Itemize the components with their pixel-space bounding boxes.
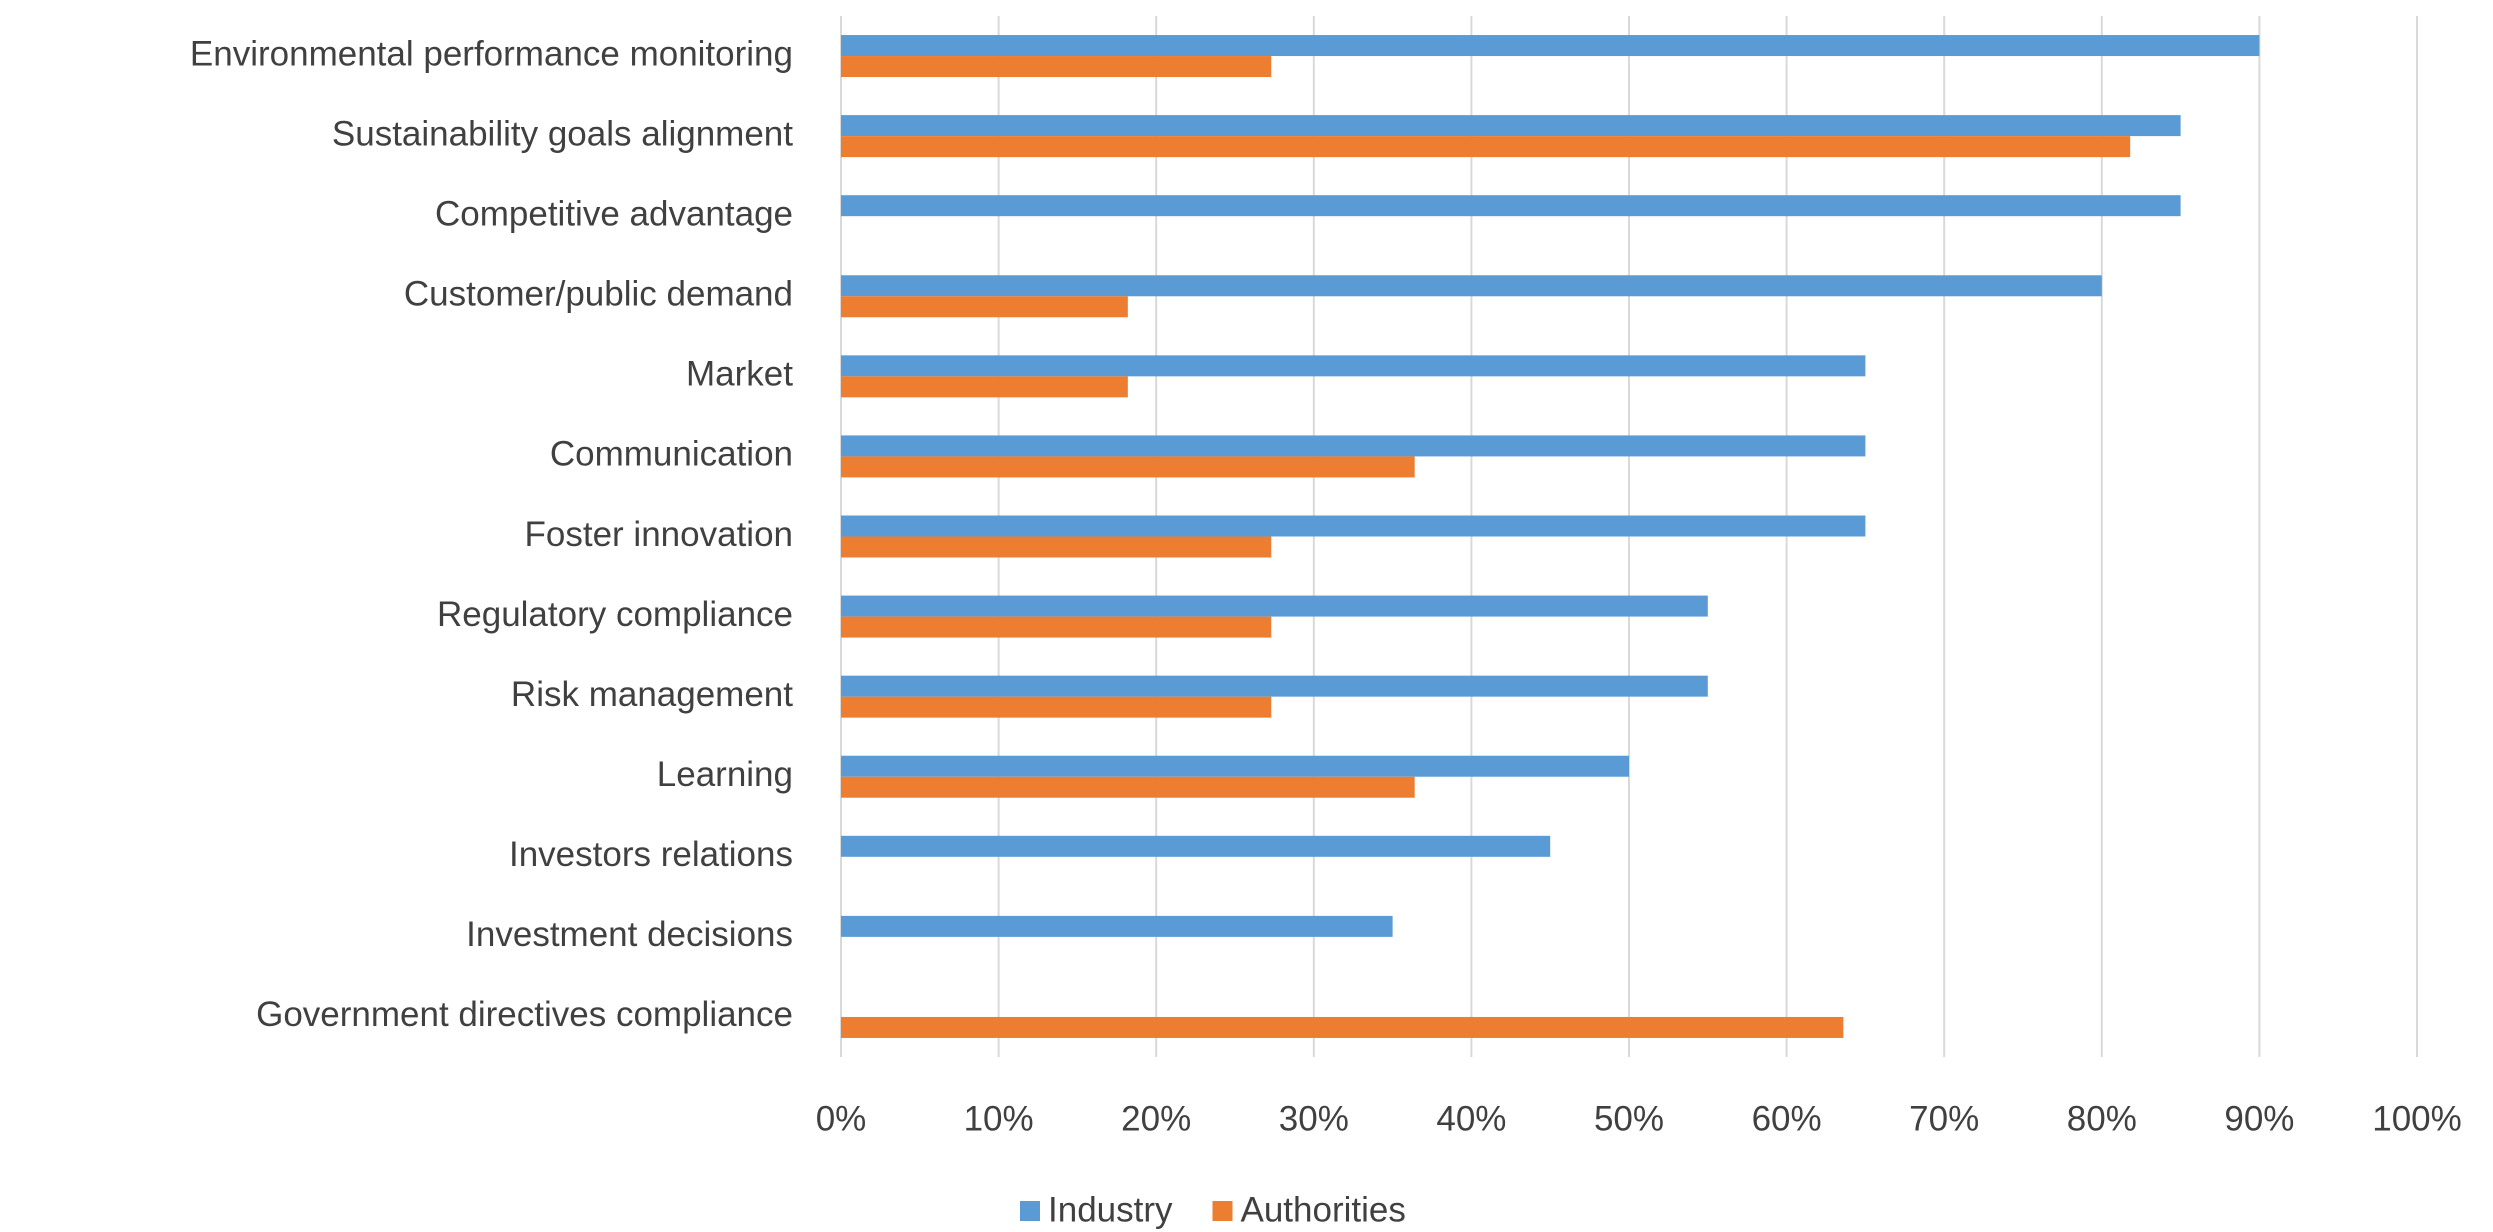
legend-swatch xyxy=(1212,1201,1233,1221)
legend-label: Industry xyxy=(1048,1190,1173,1229)
bar xyxy=(841,296,1128,318)
bar xyxy=(841,835,1551,857)
x-tick-label: 30% xyxy=(1279,1099,1349,1138)
x-tick-label: 60% xyxy=(1752,1099,1822,1138)
y-tick-label: Foster innovation xyxy=(525,515,793,554)
bar xyxy=(841,696,1272,718)
y-tick-label: Regulatory compliance xyxy=(437,595,793,634)
y-tick-label: Risk management xyxy=(511,675,793,714)
bar xyxy=(841,136,2131,158)
y-tick-label: Learning xyxy=(657,755,793,794)
x-tick-label: 0% xyxy=(816,1099,867,1138)
x-tick-label: 100% xyxy=(2372,1099,2462,1138)
x-tick-label: 70% xyxy=(1909,1099,1979,1138)
bar xyxy=(841,1016,1844,1038)
y-tick-label: Sustainability goals alignment xyxy=(332,114,793,153)
y-tick-label: Customer/public demand xyxy=(404,275,793,314)
x-tick-label: 80% xyxy=(2067,1099,2137,1138)
x-tick-label: 20% xyxy=(1121,1099,1191,1138)
bar xyxy=(841,376,1128,398)
y-tick-label: Investors relations xyxy=(509,835,793,874)
bar xyxy=(841,355,1866,377)
bar xyxy=(841,56,1272,78)
bar xyxy=(841,616,1272,638)
bar xyxy=(841,435,1866,457)
x-tick-label: 10% xyxy=(964,1099,1034,1138)
bar xyxy=(841,915,1393,937)
y-tick-label: Competitive advantage xyxy=(435,194,793,233)
bar xyxy=(841,115,2181,137)
y-tick-label: Environmental performance monitoring xyxy=(190,34,793,73)
x-tick-label: 40% xyxy=(1436,1099,1506,1138)
bar xyxy=(841,515,1866,537)
y-tick-label: Investment decisions xyxy=(466,915,793,954)
y-tick-label: Communication xyxy=(550,435,793,474)
legend-swatch xyxy=(1020,1201,1040,1221)
y-tick-label: Market xyxy=(686,355,793,394)
bar xyxy=(841,675,1708,697)
bar xyxy=(841,35,2260,57)
x-tick-label: 50% xyxy=(1594,1099,1664,1138)
bar xyxy=(841,275,2102,297)
y-tick-label: Government directives compliance xyxy=(256,995,793,1034)
bar xyxy=(841,536,1272,558)
bar xyxy=(841,776,1415,798)
x-tick-label: 90% xyxy=(2224,1099,2294,1138)
bar xyxy=(841,456,1415,478)
bar xyxy=(841,195,2181,217)
bar xyxy=(841,595,1708,617)
legend-label: Authorities xyxy=(1241,1190,1406,1229)
bar xyxy=(841,755,1629,777)
